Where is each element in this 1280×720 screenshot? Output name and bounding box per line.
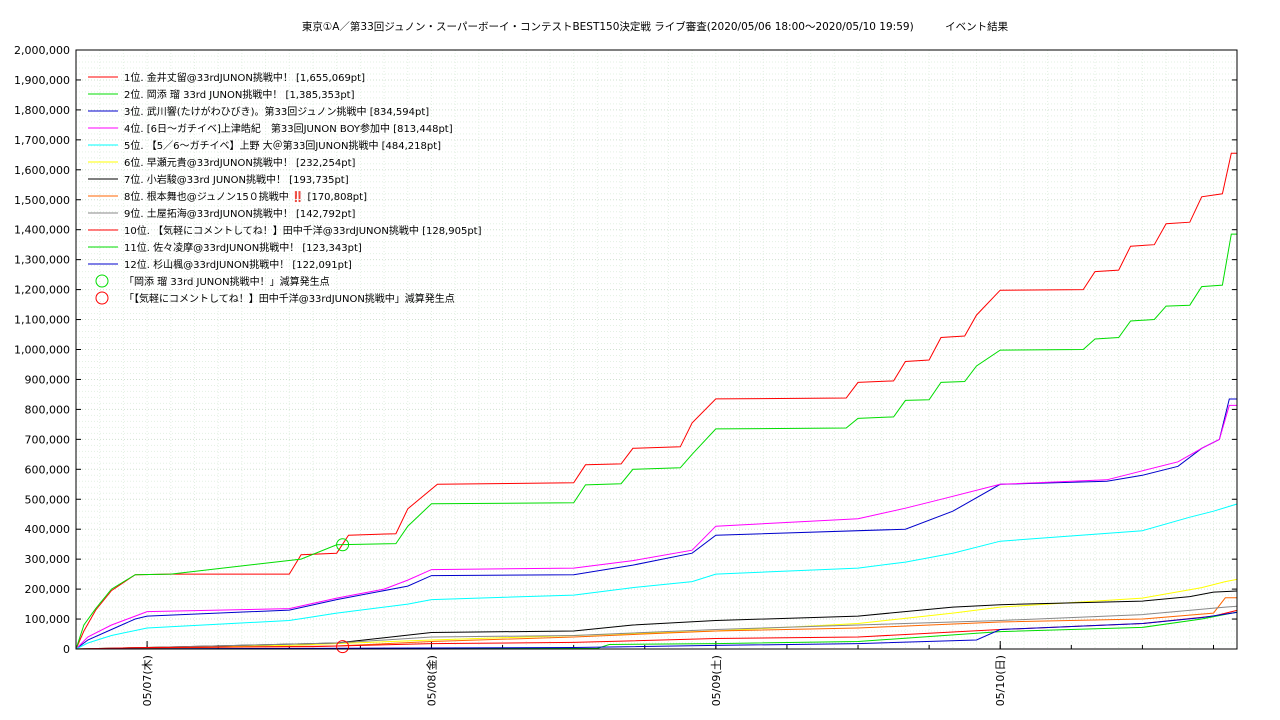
legend-label-3: 3位. 武川響(たけがわひびき)。第33回ジュノン挑戦中 [834,594pt]: [124, 105, 429, 118]
y-tick-label: 1,400,000: [14, 224, 70, 237]
y-tick-label: 1,500,000: [14, 194, 70, 207]
legend-label-10: 10位. 【気軽にコメントしてね！】田中千洋@33rdJUNON挑戦中 [128…: [124, 224, 482, 237]
x-tick-label: 05/08(金): [424, 655, 438, 706]
y-tick-label: 400,000: [25, 523, 71, 536]
legend-label-6: 6位. 早瀬元貴@33rdJUNON挑戦中！ [232,254pt]: [124, 156, 356, 169]
x-tick-label: 05/10(日): [994, 655, 1007, 706]
legend: 1位. 金井丈留@33rdJUNON挑戦中！ [1,655,069pt] 2位. …: [88, 71, 482, 305]
axes: 0 100,000 200,000 300,000 400,000 500,000 600,…: [14, 44, 1237, 706]
legend-marker-swatch-2: [95, 291, 109, 305]
legend-label-4: 4位. [6日〜ガチイベ]上津皓紀 第33回JUNON BOY参加中 [813,…: [124, 122, 453, 135]
series-line-5: [75, 503, 1238, 650]
y-tick-label: 800,000: [25, 403, 71, 416]
y-tick-label: 300,000: [25, 553, 71, 566]
y-tick-label: 1,700,000: [14, 134, 70, 147]
legend-label-2: 2位. 岡添 瑠 33rd JUNON挑戦中！ [1,385,353pt]: [124, 88, 355, 101]
series-line-12: [75, 611, 1238, 650]
legend-label-7: 7位. 小岩駿@33rd JUNON挑戦中！ [193,735pt]: [124, 173, 349, 186]
legend-label-8: 8位. 根本舞也@ジュノン15０挑戦中 ‼️ [170,808pt]: [124, 190, 367, 203]
legend-marker-label-2: 「【気軽にコメントしてね！】田中千洋@33rdJUNON挑戦中」減算発生点: [124, 292, 455, 305]
y-tick-label: 500,000: [25, 493, 71, 506]
series-line-2: [75, 233, 1237, 650]
y-tick-label: 2,000,000: [14, 44, 70, 57]
legend-marker-swatch-1: [95, 274, 109, 288]
series-line-1: [75, 152, 1237, 650]
y-tick-label: 1,900,000: [14, 74, 70, 87]
plot-frame: [75, 49, 1238, 650]
legend-marker-label-1: 「岡添 瑠 33rd JUNON挑戦中！」減算発生点: [124, 275, 330, 288]
y-tick-label: 0: [63, 643, 70, 656]
series-line-6: [75, 578, 1238, 650]
y-tick-label: 1,000,000: [14, 344, 70, 357]
x-tick-label: 05/07(木): [141, 655, 154, 706]
y-tick-label: 1,300,000: [14, 254, 70, 267]
y-tick-label: 700,000: [25, 433, 71, 446]
series-line-4: [75, 404, 1237, 650]
y-tick-label: 1,200,000: [14, 284, 70, 297]
legend-label-1: 1位. 金井丈留@33rdJUNON挑戦中！ [1,655,069pt]: [124, 71, 365, 84]
marker-layer: [336, 538, 350, 654]
y-tick-label: 900,000: [25, 373, 71, 386]
x-tick-label: 05/09(土): [710, 655, 723, 706]
y-tick-label: 600,000: [25, 463, 71, 476]
deduction-marker-1: [336, 538, 350, 552]
grid: [75, 49, 1237, 650]
chart-title: 東京①A／第33回ジュノン・スーパーボーイ・コンテストBEST150決定戦 ライ…: [302, 20, 1009, 33]
series-line-9: [75, 605, 1238, 650]
legend-label-11: 11位. 佐々凌摩@33rdJUNON挑戦中！ [123,343pt]: [124, 241, 362, 254]
series-layer: [75, 152, 1238, 650]
legend-label-12: 12位. 杉山楓@33rdJUNON挑戦中！ [122,091pt]: [124, 258, 352, 271]
series-line-3: [75, 398, 1237, 650]
y-tick-label: 200,000: [25, 583, 71, 596]
y-tick-label: 1,100,000: [14, 314, 70, 327]
y-tick-label: 100,000: [25, 613, 71, 626]
y-tick-label: 1,600,000: [14, 164, 70, 177]
deduction-marker-2: [336, 640, 350, 654]
legend-label-5: 5位. 【5／6〜ガチイベ】上野 大＠第33回JUNON挑戦中 [484,218…: [124, 139, 441, 152]
series-line-7: [75, 590, 1238, 650]
legend-label-9: 9位. 土屋拓海@33rdJUNON挑戦中！ [142,792pt]: [124, 207, 356, 220]
y-tick-label: 1,800,000: [14, 104, 70, 117]
